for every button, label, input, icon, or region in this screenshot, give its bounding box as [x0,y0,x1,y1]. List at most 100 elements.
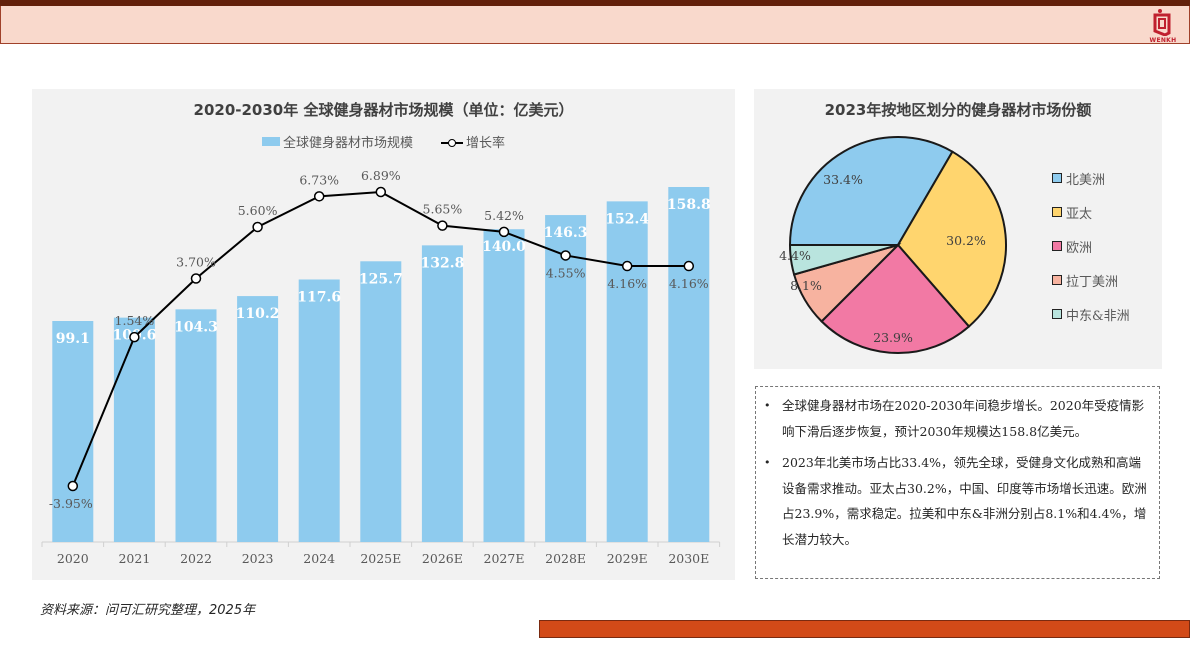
bar-2022 [175,309,217,542]
bar-2026E [421,245,463,542]
footer-accent-bar [539,620,1190,638]
key-finding-text: 2023年北美市场占比33.4%，领先全球，受健身文化成熟和高端设备需求推动。亚… [782,455,1147,547]
growth-rate-label: 5.60% [238,203,278,218]
bar-2030E [668,187,710,542]
pie-legend-label: 中东&非洲 [1066,308,1130,324]
pie-slice-label: 23.9% [873,330,913,345]
x-axis-label: 2028E [545,551,586,566]
bar-2029E [606,201,648,542]
bar-2023 [237,296,279,542]
legend-item-growth-rate: 增长率 [441,132,505,151]
x-axis-label: 2024 [303,551,335,566]
legend-swatch-icon [1052,275,1062,285]
x-axis-label: 2023 [242,551,274,566]
growth-marker [252,221,263,233]
pie-slice-1 [896,150,1007,328]
market-size-chart-panel: 2020-2030年 全球健身器材市场规模（单位：亿美元） 全球健身器材市场规模… [32,89,735,580]
x-axis-label: 2020 [57,551,89,566]
bar-value-label: 152.4 [605,211,649,227]
bar-value-label: 117.6 [297,289,341,305]
bar-value-label: 104.3 [174,319,218,335]
pie-legend-item: 中东&非洲 [1052,297,1130,331]
pie-slice-label: 4.4% [779,248,811,263]
bar-2027E [483,229,525,542]
bar-value-label: 99.1 [56,331,90,347]
bullet-icon: • [764,456,771,469]
bar-value-label: 140.0 [482,239,526,255]
growth-marker [67,480,79,492]
growth-rate-label: 4.16% [607,276,647,291]
pie-legend-label: 欧洲 [1066,240,1093,256]
bar-2028E [545,215,587,542]
bar-2024 [298,279,340,542]
growth-marker [190,273,202,284]
pie-legend-label: 北美洲 [1066,172,1106,188]
growth-rate-label: 1.54% [115,313,155,328]
key-finding-item: • 2023年北美市场占比33.4%，领先全球，受健身文化成熟和高端设备需求推动。… [764,450,1149,552]
pie-legend-item: 北美洲 [1052,161,1130,195]
market-size-legend: 全球健身器材市场规模 增长率 [32,132,735,151]
bar-value-label: 132.8 [420,255,464,271]
source-note: 资料来源：问可汇研究整理，2025年 [40,603,256,618]
bar-2025E [360,261,402,542]
logo-icon [1153,9,1171,37]
growth-marker [498,226,510,238]
x-axis-label: 2030E [668,551,709,566]
pie-legend-item: 欧洲 [1052,229,1130,263]
bar-swatch-icon [261,137,280,146]
x-axis-label: 2026E [422,551,463,566]
growth-marker [437,220,448,231]
growth-rate-label: 3.70% [176,255,216,270]
legend-swatch-icon [1052,207,1062,217]
growth-rate-label: 5.65% [423,202,463,217]
bullet-icon: • [764,399,771,412]
region-share-legend: 北美洲亚太欧洲拉丁美洲中东&非洲 [1052,161,1130,331]
pie-slice-label: 30.2% [946,233,986,248]
bar-2021 [113,317,155,542]
growth-marker [560,250,571,261]
legend-label-growth-rate: 增长率 [466,136,506,151]
bar-value-label: 125.7 [359,271,403,287]
growth-rate-label: -3.95% [49,496,93,511]
bar-value-label: 110.2 [236,306,280,322]
legend-label-market-size: 全球健身器材市场规模 [282,136,413,151]
header-banner: WENKH [0,6,1190,44]
key-finding-item: • 全球健身器材市场在2020-2030年间稳步增长。2020年受疫情影响下滑后逐… [764,393,1149,444]
pie-slice-2 [820,243,971,354]
key-findings-box: • 全球健身器材市场在2020-2030年间稳步增长。2020年受疫情影响下滑后逐… [755,386,1160,579]
legend-swatch-icon [1052,309,1062,319]
x-axis-label: 2027E [484,551,525,566]
x-axis-label: 2029E [607,551,648,566]
bar-2020 [52,321,94,542]
market-size-plot: 99.12020100.62021104.32022110.22023117.6… [41,168,721,566]
legend-item-market-size: 全球健身器材市场规模 [261,132,413,151]
x-axis-label: 2022 [180,551,212,566]
pie-slice-label: 8.1% [790,278,822,293]
line-marker-swatch-icon [441,137,463,147]
pie-slice-label: 33.4% [823,172,863,187]
region-share-chart-title: 2023年按地区划分的健身器材市场份额 [824,101,1092,119]
company-logo: WENKH [1143,8,1183,44]
pie-legend-label: 拉丁美洲 [1066,274,1119,290]
growth-rate-label: 6.89% [361,168,401,183]
pie-legend-item: 拉丁美洲 [1052,263,1130,297]
x-axis-label: 2025E [360,551,401,566]
legend-swatch-icon [1052,173,1062,183]
pie-slice-4 [788,244,899,276]
pie-legend-item: 亚太 [1052,195,1130,229]
bar-value-label: 146.3 [544,225,588,241]
growth-rate-label: 6.73% [299,172,339,187]
growth-marker [129,331,140,343]
logo-text: WENKH [1149,37,1177,44]
bar-value-label: 158.8 [667,197,711,213]
growth-rate-label: 4.16% [669,276,709,291]
growth-rate-label: 4.55% [546,265,586,280]
legend-swatch-icon [1052,241,1062,251]
top-accent-bar [0,0,1190,6]
growth-rate-label: 5.42% [484,208,524,223]
pie-legend-label: 亚太 [1066,206,1093,222]
market-size-chart-title: 2020-2030年 全球健身器材市场规模（单位：亿美元） [193,101,574,119]
growth-marker [375,186,387,198]
growth-marker [313,191,325,202]
growth-marker [683,260,695,272]
